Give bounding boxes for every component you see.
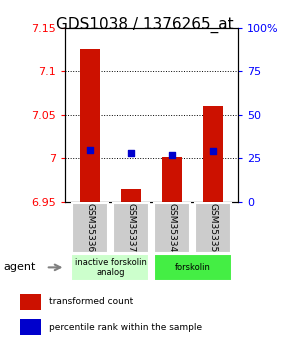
Text: GSM35334: GSM35334	[168, 203, 177, 252]
FancyBboxPatch shape	[154, 203, 190, 253]
Text: percentile rank within the sample: percentile rank within the sample	[49, 323, 202, 332]
FancyBboxPatch shape	[195, 203, 231, 253]
Bar	[20, 319, 41, 335]
FancyBboxPatch shape	[71, 254, 149, 280]
Bar	[121, 189, 141, 202]
Bar	[162, 157, 182, 202]
FancyBboxPatch shape	[113, 203, 149, 253]
Bar	[203, 106, 223, 202]
Text: forskolin: forskolin	[175, 263, 211, 272]
Text: GSM35337: GSM35337	[126, 203, 135, 252]
Text: GSM35336: GSM35336	[85, 203, 95, 252]
Text: GDS1038 / 1376265_at: GDS1038 / 1376265_at	[56, 17, 234, 33]
Text: transformed count: transformed count	[49, 297, 133, 306]
Point	[211, 149, 215, 154]
FancyBboxPatch shape	[154, 254, 232, 280]
Text: inactive forskolin
analog: inactive forskolin analog	[75, 258, 146, 277]
Bar	[20, 294, 41, 309]
Bar	[80, 49, 100, 202]
Point	[88, 147, 92, 152]
Point	[170, 152, 174, 158]
Point	[129, 150, 133, 156]
Text: agent: agent	[3, 263, 35, 272]
Text: GSM35335: GSM35335	[209, 203, 218, 252]
FancyBboxPatch shape	[72, 203, 108, 253]
